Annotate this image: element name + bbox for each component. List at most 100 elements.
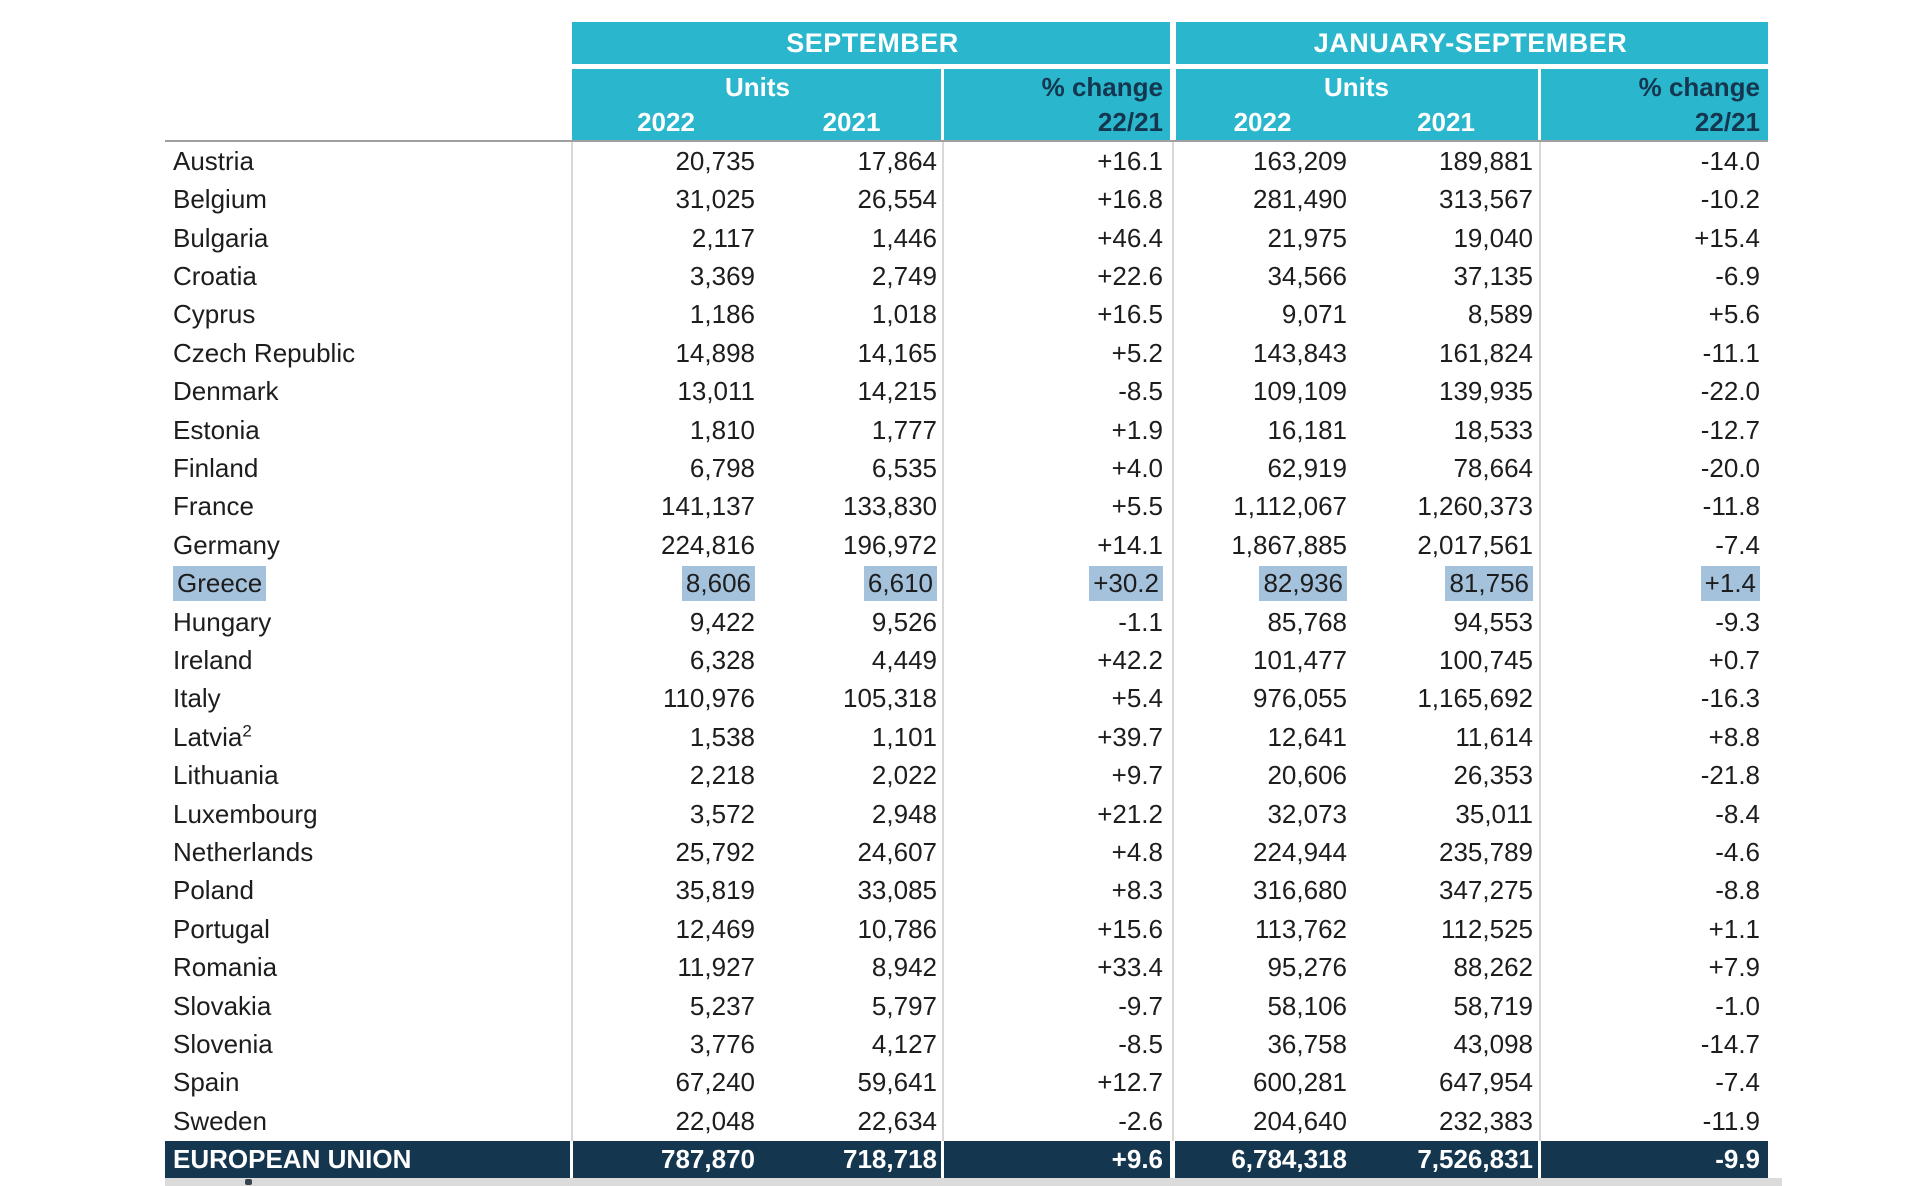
sep-pct-cell: +39.7 xyxy=(1097,721,1163,752)
ytd-2021-cell: 78,664 xyxy=(1453,452,1533,483)
sep-pct-cell: +46.4 xyxy=(1097,222,1163,253)
sep-2021-cell: 2,749 xyxy=(871,260,937,291)
ytd-2022-cell: 976,055 xyxy=(1253,683,1347,714)
country-cell: Germany xyxy=(173,529,280,560)
table-row: Cyprus 1,186 1,018 +16.5 9,071 8,589 +5.6 xyxy=(165,296,1768,334)
ytd-2021-cell: 11,614 xyxy=(1455,721,1533,752)
sep-2021-cell: 2,022 xyxy=(871,760,937,791)
sep-2022-cell: 110,976 xyxy=(662,683,755,714)
total-sep-pct: +9.6 xyxy=(1111,1143,1163,1174)
column-divider xyxy=(1172,142,1174,1141)
ytd-2022-cell: 32,073 xyxy=(1267,798,1347,829)
ytd-2021-cell: 100,745 xyxy=(1439,644,1533,675)
header-gap xyxy=(165,64,1768,69)
total-sep-2022: 787,870 xyxy=(661,1143,755,1174)
country-cell: Greece xyxy=(165,566,572,602)
ytd-2021-cell: 94,553 xyxy=(1453,606,1533,637)
table-row: Czech Republic 14,898 14,165 +5.2 143,843 161… xyxy=(165,334,1768,372)
ytd-2022-cell: 101,477 xyxy=(1253,644,1347,675)
sep-2021-cell: 1,446 xyxy=(871,222,937,253)
sep-pct-cell: -9.7 xyxy=(1118,990,1163,1021)
header-pct-change-september: % change xyxy=(943,69,1173,105)
sep-2022-cell: 9,422 xyxy=(689,606,755,637)
ytd-pct-cell: -8.8 xyxy=(1715,875,1760,906)
table-row: Slovakia 5,237 5,797 -9.7 58,106 58,719 -1.0 xyxy=(165,987,1768,1025)
table-row: Lithuania 2,218 2,022 +9.7 20,606 26,353 -21.8 xyxy=(165,757,1768,795)
ytd-pct-cell: +1.1 xyxy=(1708,913,1760,944)
ytd-2021-cell: 81,756 xyxy=(1352,566,1540,602)
sep-pct-cell: +42.2 xyxy=(1097,644,1163,675)
country-cell: Hungary xyxy=(173,606,272,637)
sep-2021-cell: 4,449 xyxy=(871,644,937,675)
sep-pct-cell: +5.5 xyxy=(1111,491,1163,522)
total-row-european-union: EUROPEAN UNION 787,870 718,718 +9.6 6,78… xyxy=(165,1140,1768,1178)
ytd-pct-cell: +0.7 xyxy=(1708,644,1760,675)
table-row: Poland 35,819 33,085 +8.3 316,680 347,275 -8.8 xyxy=(165,872,1768,910)
ytd-pct-cell: -4.6 xyxy=(1715,837,1760,868)
footnote-strip-cropped xyxy=(165,1177,1782,1186)
country-cell: Croatia xyxy=(173,260,257,291)
country-cell: Ireland xyxy=(173,644,253,675)
ytd-2022-cell: 600,281 xyxy=(1253,1067,1347,1098)
sep-2021-cell: 59,641 xyxy=(857,1067,937,1098)
ytd-pct-cell: -7.4 xyxy=(1715,529,1760,560)
sep-2022-cell: 12,469 xyxy=(675,913,755,944)
sep-pct-cell: -1.1 xyxy=(1118,606,1163,637)
table-body: Austria 20,735 17,864 +16.1 163,209 189,881 -1… xyxy=(165,140,1768,1141)
table-row: Germany 224,816 196,972 +14.1 1,867,885 2,017… xyxy=(165,526,1768,564)
table-row: Slovenia 3,776 4,127 -8.5 36,758 43,098 -14.7 xyxy=(165,1025,1768,1063)
sep-pct-cell: +16.8 xyxy=(1097,184,1163,215)
ytd-2022-cell: 143,843 xyxy=(1253,337,1347,368)
sep-2021-cell: 2,948 xyxy=(871,798,937,829)
header-ratio-september: 22/21 xyxy=(943,105,1173,140)
sep-2021-cell: 17,864 xyxy=(857,145,937,176)
table-header: SEPTEMBER JANUARY-SEPTEMBER Units % chan… xyxy=(165,22,1768,140)
sep-2021-cell: 33,085 xyxy=(857,875,937,906)
ytd-pct-cell: +8.8 xyxy=(1708,721,1760,752)
sep-2021-cell: 4,127 xyxy=(871,1029,937,1060)
ytd-2021-cell: 232,383 xyxy=(1439,1105,1533,1136)
table-row: Belgium 31,025 26,554 +16.8 281,490 313,567 -1… xyxy=(165,180,1768,218)
ytd-pct-cell: +7.9 xyxy=(1708,952,1760,983)
ytd-2021-cell: 18,533 xyxy=(1453,414,1533,445)
header-january-september: JANUARY-SEPTEMBER xyxy=(1173,22,1768,64)
country-cell: Cyprus xyxy=(173,299,256,330)
sep-pct-cell: +5.2 xyxy=(1111,337,1163,368)
ytd-pct-cell: -1.0 xyxy=(1715,990,1760,1021)
country-cell: Slovakia xyxy=(173,990,272,1021)
country-cell: Latvia2 xyxy=(173,721,252,752)
table-row: Croatia 3,369 2,749 +22.6 34,566 37,135 -6.9 xyxy=(165,257,1768,295)
ytd-2022-cell: 95,276 xyxy=(1267,952,1347,983)
ytd-pct-cell: -16.3 xyxy=(1700,683,1760,714)
sep-2022-cell: 22,048 xyxy=(675,1105,755,1136)
sep-2021-cell: 105,318 xyxy=(843,683,937,714)
header-ratio-ytd: 22/21 xyxy=(1540,105,1768,140)
sep-2022-cell: 13,011 xyxy=(677,376,755,407)
sep-pct-cell: +14.1 xyxy=(1097,529,1163,560)
table-row: Greece 8,606 6,610 +30.2 82,936 81,756 +1.4 xyxy=(165,564,1768,602)
country-cell: Portugal xyxy=(173,913,270,944)
sep-2021-cell: 6,610 xyxy=(760,566,943,602)
ytd-pct-cell: -10.2 xyxy=(1700,184,1760,215)
sep-2022-cell: 224,816 xyxy=(661,529,755,560)
ytd-2021-cell: 35,011 xyxy=(1455,798,1533,829)
ytd-2021-cell: 58,719 xyxy=(1453,990,1533,1021)
ytd-2021-cell: 347,275 xyxy=(1439,875,1533,906)
sep-2022-cell: 2,218 xyxy=(689,760,755,791)
column-divider xyxy=(1539,142,1541,1141)
header-year-2021-ytd: 2021 xyxy=(1352,105,1540,140)
sep-2022-cell: 11,927 xyxy=(677,952,755,983)
sep-2022-cell: 1,186 xyxy=(689,299,755,330)
ytd-pct-cell: -7.4 xyxy=(1715,1067,1760,1098)
ytd-2022-cell: 85,768 xyxy=(1267,606,1347,637)
total-label: EUROPEAN UNION xyxy=(173,1143,412,1174)
sep-pct-cell: +4.8 xyxy=(1111,837,1163,868)
sep-pct-cell: +33.4 xyxy=(1097,952,1163,983)
sep-2022-cell: 3,369 xyxy=(689,260,755,291)
sep-2022-cell: 25,792 xyxy=(675,837,755,868)
ytd-2022-cell: 82,936 xyxy=(1173,566,1352,602)
table-row: France 141,137 133,830 +5.5 1,112,067 1,260,3… xyxy=(165,488,1768,526)
table-row: Finland 6,798 6,535 +4.0 62,919 78,664 -20.0 xyxy=(165,449,1768,487)
total-ytd-pct: -9.9 xyxy=(1715,1143,1760,1174)
sep-2022-cell: 141,137 xyxy=(661,491,755,522)
